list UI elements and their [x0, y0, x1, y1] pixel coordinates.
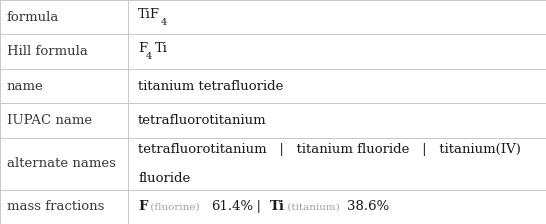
Text: TiF: TiF — [138, 8, 160, 21]
Text: name: name — [7, 80, 43, 93]
Text: formula: formula — [7, 11, 59, 24]
Text: 61.4%: 61.4% — [211, 200, 253, 213]
Text: F: F — [138, 43, 147, 56]
Text: 4: 4 — [161, 18, 167, 27]
Text: |: | — [248, 200, 270, 213]
Text: Ti: Ti — [270, 200, 285, 213]
Text: 38.6%: 38.6% — [347, 200, 389, 213]
Text: (fluorine): (fluorine) — [147, 202, 203, 211]
Text: tetrafluorotitanium: tetrafluorotitanium — [138, 114, 267, 127]
Text: F: F — [138, 200, 147, 213]
Text: titanium tetrafluoride: titanium tetrafluoride — [138, 80, 283, 93]
Text: Hill formula: Hill formula — [7, 45, 87, 58]
Text: fluoride: fluoride — [138, 172, 191, 185]
Text: mass fractions: mass fractions — [7, 200, 104, 213]
Text: (titanium): (titanium) — [284, 202, 343, 211]
Text: tetrafluorotitanium   |   titanium fluoride   |   titanium(IV): tetrafluorotitanium | titanium fluoride … — [138, 143, 521, 156]
Text: Ti: Ti — [155, 43, 168, 56]
Text: 4: 4 — [146, 52, 152, 61]
Text: IUPAC name: IUPAC name — [7, 114, 92, 127]
Text: alternate names: alternate names — [7, 157, 115, 170]
